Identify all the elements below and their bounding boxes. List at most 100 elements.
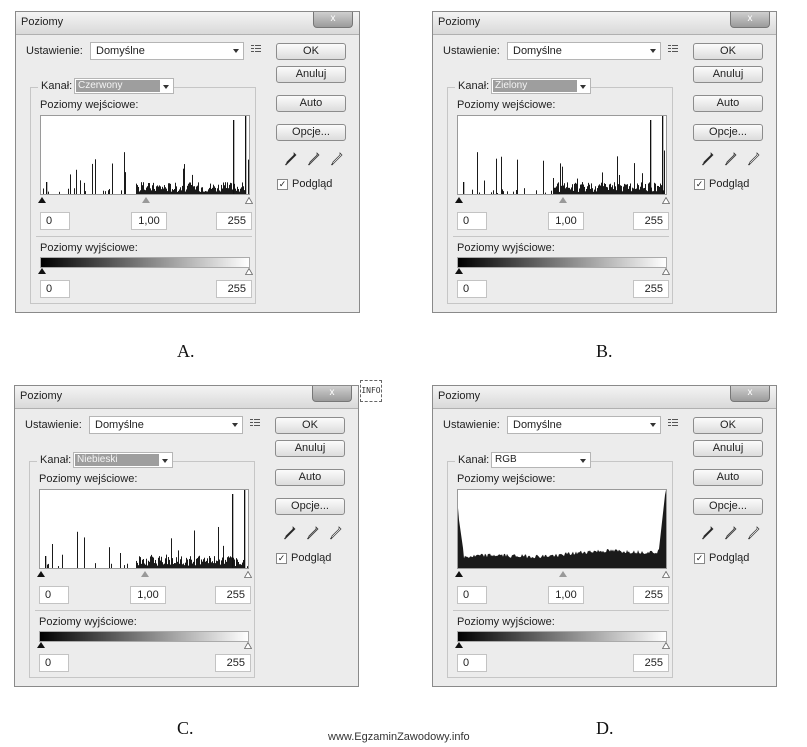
output-white-field[interactable]: 255 [216, 280, 252, 298]
histogram-bar [536, 190, 537, 194]
eyedropper-black-icon[interactable] [702, 526, 714, 540]
histogram-bar [223, 545, 224, 568]
preview-checkbox[interactable]: ✓ [694, 179, 705, 190]
eyedropper-black-icon[interactable] [284, 526, 296, 540]
close-icon[interactable]: x [730, 386, 770, 402]
input-gamma-field[interactable]: 1,00 [548, 212, 584, 230]
preview-checkbox[interactable]: ✓ [276, 553, 287, 564]
input-black-field[interactable]: 0 [457, 212, 487, 230]
eyedropper-black-icon[interactable] [285, 152, 297, 166]
black-point-slider[interactable] [455, 571, 463, 577]
midtone-slider[interactable] [141, 571, 149, 577]
channel-select[interactable]: RGB [491, 452, 591, 468]
ok-button[interactable]: OK [275, 417, 345, 434]
title-bar[interactable]: Poziomy x [433, 12, 776, 35]
eyedropper-white-icon[interactable] [748, 526, 760, 540]
cancel-button[interactable]: Anuluj [275, 440, 345, 457]
options-button[interactable]: Opcje... [276, 124, 346, 141]
dropdown-arrow-icon [232, 423, 238, 427]
preset-select[interactable]: Domyślne [90, 42, 244, 60]
title-bar[interactable]: Poziomy x [433, 386, 776, 409]
white-point-slider[interactable] [245, 197, 253, 204]
preset-select[interactable]: Domyślne [89, 416, 243, 434]
output-white-field[interactable]: 255 [633, 280, 669, 298]
menu-icon[interactable] [251, 45, 261, 54]
input-white-field[interactable]: 255 [216, 212, 252, 230]
options-button[interactable]: Opcje... [275, 498, 345, 515]
histogram-bar [608, 189, 609, 194]
white-point-slider[interactable] [662, 197, 670, 204]
output-black-slider[interactable] [455, 642, 463, 648]
output-white-slider[interactable] [662, 642, 670, 649]
title-bar[interactable]: Poziomy x [15, 386, 358, 409]
input-white-field[interactable]: 255 [215, 586, 251, 604]
close-icon[interactable]: x [312, 386, 352, 402]
black-point-slider[interactable] [37, 571, 45, 577]
auto-button[interactable]: Auto [276, 95, 346, 112]
input-gamma-field[interactable]: 1,00 [548, 586, 584, 604]
close-icon[interactable]: x [313, 12, 353, 28]
output-black-field[interactable]: 0 [457, 280, 487, 298]
eyedropper-gray-icon[interactable] [307, 526, 319, 540]
preset-select[interactable]: Domyślne [507, 416, 661, 434]
cancel-button[interactable]: Anuluj [693, 66, 763, 83]
histogram-bar [218, 526, 219, 568]
options-button[interactable]: Opcje... [693, 124, 763, 141]
auto-button[interactable]: Auto [693, 95, 763, 112]
menu-icon[interactable] [668, 45, 678, 54]
output-white-slider[interactable] [245, 268, 253, 275]
eyedropper-gray-icon[interactable] [725, 152, 737, 166]
auto-button[interactable]: Auto [693, 469, 763, 486]
midtone-slider[interactable] [142, 197, 150, 203]
eyedropper-white-icon[interactable] [748, 152, 760, 166]
channel-select[interactable]: Niebieski [73, 452, 173, 468]
midtone-slider[interactable] [559, 197, 567, 203]
output-black-slider[interactable] [37, 642, 45, 648]
output-black-slider[interactable] [455, 268, 463, 274]
input-white-field[interactable]: 255 [633, 212, 669, 230]
white-point-slider[interactable] [662, 571, 670, 578]
output-white-field[interactable]: 255 [215, 654, 251, 672]
preview-checkbox[interactable]: ✓ [277, 179, 288, 190]
input-black-field[interactable]: 0 [457, 586, 487, 604]
preset-select[interactable]: Domyślne [507, 42, 661, 60]
input-white-field[interactable]: 255 [633, 586, 669, 604]
close-icon[interactable]: x [730, 12, 770, 28]
black-point-slider[interactable] [38, 197, 46, 203]
ok-button[interactable]: OK [693, 417, 763, 434]
histogram-bar [618, 184, 619, 194]
eyedropper-gray-icon[interactable] [308, 152, 320, 166]
input-black-field[interactable]: 0 [40, 212, 70, 230]
ok-button[interactable]: OK [693, 43, 763, 60]
menu-icon[interactable] [250, 419, 260, 428]
output-black-field[interactable]: 0 [457, 654, 487, 672]
eyedropper-white-icon[interactable] [331, 152, 343, 166]
input-black-field[interactable]: 0 [39, 586, 69, 604]
output-black-field[interactable]: 0 [40, 280, 70, 298]
output-black-field[interactable]: 0 [39, 654, 69, 672]
eyedropper-gray-icon[interactable] [725, 526, 737, 540]
auto-button[interactable]: Auto [275, 469, 345, 486]
output-white-field[interactable]: 255 [633, 654, 669, 672]
ok-button[interactable]: OK [276, 43, 346, 60]
title-bar[interactable]: Poziomy x [16, 12, 359, 35]
preview-checkbox[interactable]: ✓ [694, 553, 705, 564]
output-white-slider[interactable] [662, 268, 670, 275]
output-black-slider[interactable] [38, 268, 46, 274]
input-gamma-field[interactable]: 1,00 [130, 586, 166, 604]
midtone-slider[interactable] [559, 571, 567, 577]
white-point-slider[interactable] [244, 571, 252, 578]
options-button[interactable]: Opcje... [693, 498, 763, 515]
black-point-slider[interactable] [455, 197, 463, 203]
cancel-button[interactable]: Anuluj [693, 440, 763, 457]
output-white-slider[interactable] [244, 642, 252, 649]
eyedropper-black-icon[interactable] [702, 152, 714, 166]
channel-select[interactable]: Zielony [491, 78, 591, 94]
cancel-button[interactable]: Anuluj [276, 66, 346, 83]
input-gamma-field[interactable]: 1,00 [131, 212, 167, 230]
dropdown-arrow-icon [650, 49, 656, 53]
histogram-bar [182, 185, 183, 194]
eyedropper-white-icon[interactable] [330, 526, 342, 540]
menu-icon[interactable] [668, 419, 678, 428]
channel-select[interactable]: Czerwony [74, 78, 174, 94]
